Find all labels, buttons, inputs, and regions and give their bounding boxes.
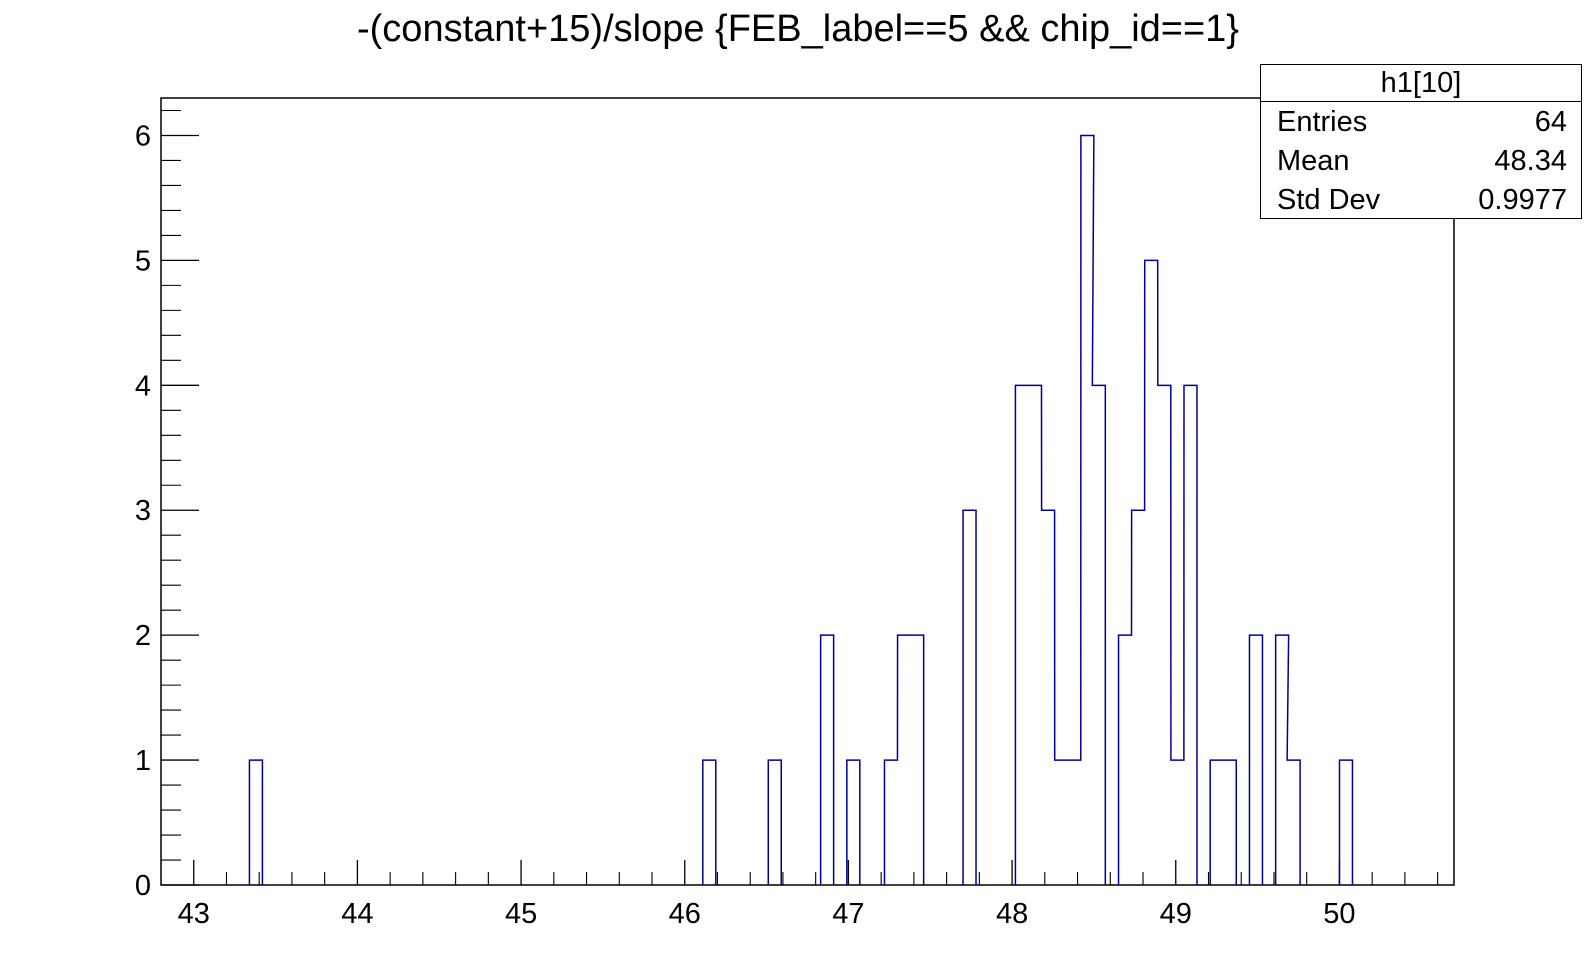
x-tick-label: 45 [505,898,537,930]
stats-box: h1[10] Entries 64 Mean 48.34 Std Dev 0.9… [1260,64,1582,219]
x-tick-label: 46 [669,898,701,930]
histogram-bin [1339,760,1352,885]
histogram-bin [1081,135,1094,885]
y-tick-label: 4 [135,370,151,402]
histogram-bin [963,510,976,885]
y-tick-label: 2 [135,620,151,652]
histogram-bin [1092,385,1105,885]
histogram-bin [249,760,262,885]
histogram-bin [1055,760,1068,885]
histogram-bin [1132,510,1145,885]
y-tick-label: 3 [135,495,151,527]
histogram-bin [1287,760,1300,885]
y-tick-label: 5 [135,245,151,277]
histogram-bins [249,135,1352,885]
y-tick-label: 1 [135,745,151,777]
x-tick-label: 50 [1323,898,1355,930]
histogram-series [248,134,1354,885]
histogram-bin [1249,635,1262,885]
x-tick-label: 48 [996,898,1028,930]
histogram-bin [898,635,911,885]
x-tick-label: 44 [341,898,373,930]
y-axis-ticks: 0 1 2 3 4 5 6 [135,109,199,902]
x-tick-label: 47 [832,898,864,930]
histogram-bin [1158,385,1171,885]
chart-title: -(constant+15)/slope {FEB_label==5 && ch… [357,8,1239,50]
stats-title: h1[10] [1261,65,1581,102]
histogram-bin [703,760,716,885]
histogram-bin [1145,260,1158,885]
histogram-bin [1029,385,1042,885]
histogram-bin [768,760,781,885]
stats-value: 0.9977 [1478,184,1567,216]
stats-value: 48.34 [1494,145,1567,177]
stats-value: 64 [1534,106,1567,138]
histogram-bin [1119,635,1132,885]
stats-row-stddev: Std Dev 0.9977 [1261,180,1581,219]
histogram-bin [884,760,897,885]
x-tick-label: 49 [1160,898,1192,930]
y-tick-label: 0 [135,870,151,902]
x-axis-ticks: 43 44 45 46 47 48 49 50 [178,860,1439,930]
x-tick-label: 43 [178,898,210,930]
plot-frame [160,97,1455,886]
histogram-bin [1223,760,1236,885]
stats-row-entries: Entries 64 [1261,102,1581,141]
histogram-bin [821,635,834,885]
stats-row-mean: Mean 48.34 [1261,141,1581,180]
histogram-bin [1171,760,1184,885]
stats-label: Entries [1277,106,1368,138]
y-tick-label: 6 [135,120,151,152]
histogram-bin [1042,510,1055,885]
stats-label: Std Dev [1277,184,1381,216]
histogram-bin [1184,385,1197,885]
histogram-bin [1015,385,1028,885]
histogram-bin [1210,760,1223,885]
histogram-bin [1068,760,1081,885]
histogram-bin [911,635,924,885]
stats-label: Mean [1277,145,1350,177]
